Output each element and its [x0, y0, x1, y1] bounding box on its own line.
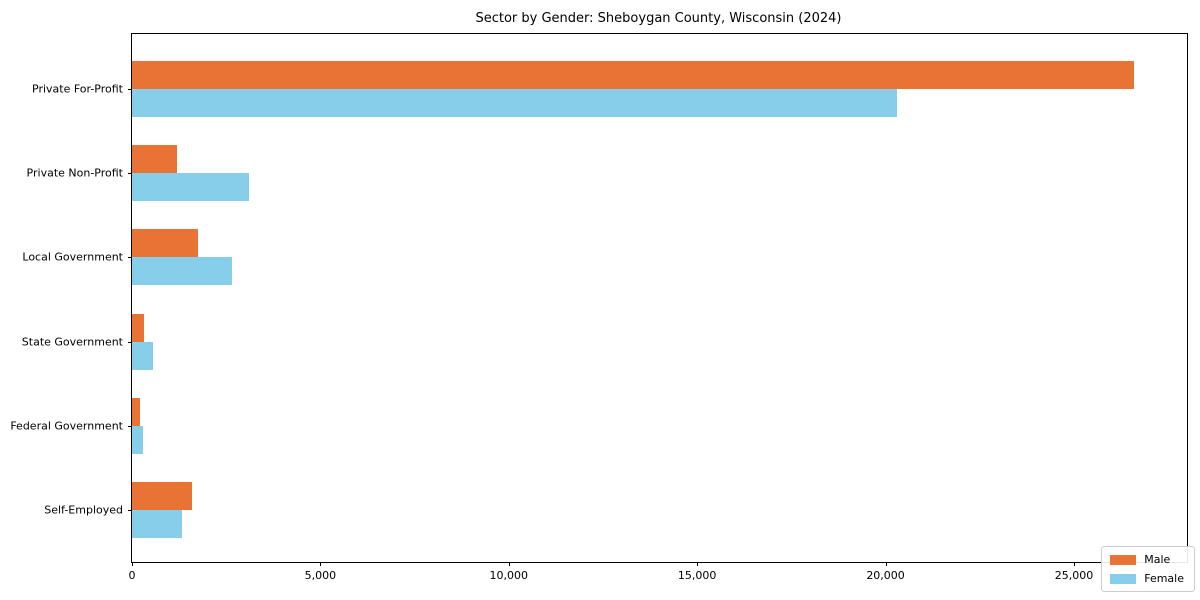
bar-male [132, 61, 1135, 89]
x-axis-label: 10,000 [489, 569, 529, 582]
x-axis-label: 20,000 [866, 569, 905, 582]
x-tick-mark [885, 562, 887, 566]
legend: Male Female [1101, 546, 1195, 592]
x-tick-mark [1073, 562, 1075, 566]
y-axis-label: Local Government [22, 250, 123, 264]
bar-female [132, 89, 897, 117]
bar-male [132, 229, 198, 258]
legend-item-female: Female [1110, 572, 1184, 585]
bar-male [132, 482, 193, 510]
legend-label-male: Male [1144, 553, 1171, 566]
legend-item-male: Male [1110, 553, 1184, 566]
plot-area: Private For-Profit Private Non-Profit Loca… [10, 33, 1188, 582]
y-tick-mark [128, 257, 132, 259]
y-tick-mark [128, 425, 132, 427]
y-axis-label: Self-Employed [44, 503, 123, 517]
bar-female [132, 425, 143, 454]
legend-swatch-female-icon [1110, 573, 1137, 584]
bar-female [132, 257, 232, 286]
chart-title: Sector by Gender: Sheboygan County, Wisc… [475, 11, 842, 26]
x-tick-mark [320, 562, 322, 566]
y-axis-label: Private For-Profit [32, 82, 123, 96]
x-axis-label: 5,000 [304, 569, 337, 582]
x-axis-label: 25,000 [1054, 569, 1094, 582]
y-tick-mark [128, 89, 132, 90]
y-axis-label: Federal Government [10, 419, 123, 433]
bar-male [132, 145, 178, 174]
x-axis-label: 0 [128, 569, 136, 582]
x-tick-mark [508, 562, 510, 566]
y-tick-mark [128, 173, 132, 175]
x-axis-label: 15,000 [677, 569, 717, 582]
legend-label-female: Female [1144, 572, 1184, 585]
bar-female [132, 341, 153, 370]
bar-male [132, 397, 140, 426]
y-tick-mark [128, 510, 132, 511]
y-axis-label: State Government [21, 335, 123, 349]
y-tick-mark [128, 341, 132, 343]
bar-female [132, 173, 249, 202]
x-tick-mark [132, 562, 133, 566]
x-tick-mark [697, 562, 699, 566]
bar-female [132, 510, 183, 538]
legend-swatch-male-icon [1110, 554, 1137, 565]
y-axis-label: Private Non-Profit [26, 166, 123, 180]
bar-male [132, 313, 145, 342]
